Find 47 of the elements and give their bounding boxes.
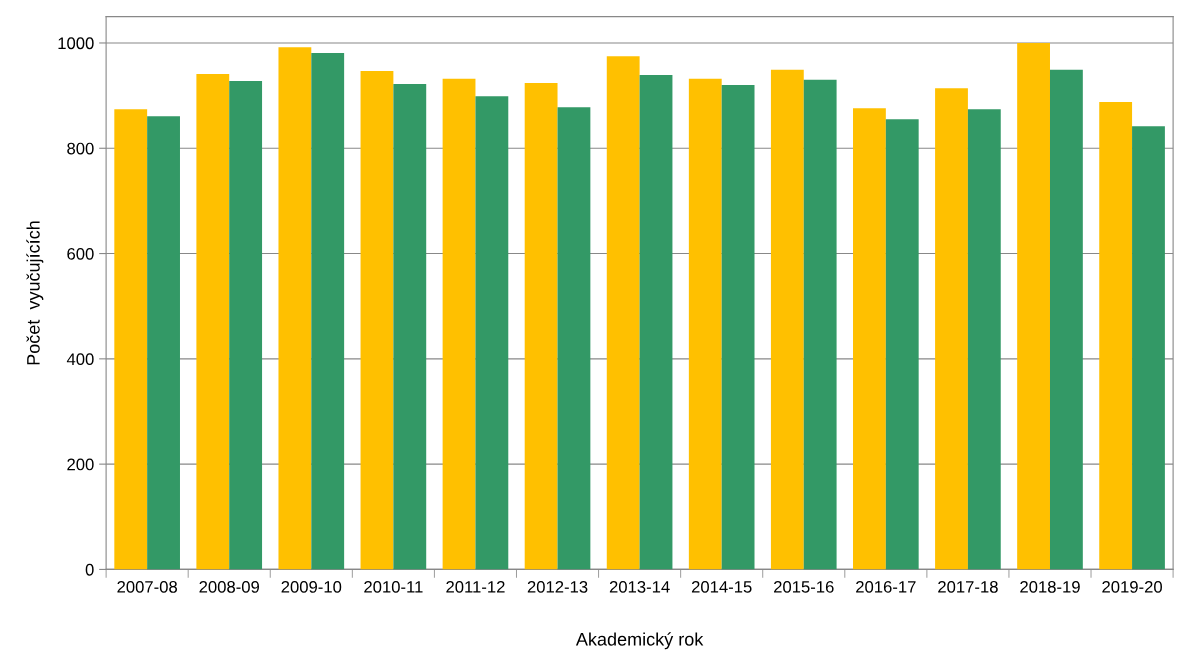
bar (147, 116, 180, 570)
bar (606, 56, 640, 570)
y-tick-label: 1000 (58, 37, 94, 50)
bar (557, 107, 591, 570)
bar (360, 70, 394, 570)
x-tick-label: 2018-19 (1020, 580, 1080, 593)
y-tick-label: 400 (66, 353, 94, 366)
x-tick-label: 2016-17 (856, 580, 916, 593)
bar (639, 75, 673, 570)
bar (229, 80, 263, 570)
x-tick-label: 2007-08 (117, 580, 178, 593)
x-tick-label: 2008-09 (199, 580, 260, 593)
bar (803, 79, 837, 570)
bar (524, 82, 558, 570)
bar (721, 85, 755, 570)
bar (1049, 69, 1083, 570)
x-tick-label: 2015-16 (774, 580, 834, 593)
bar (278, 47, 312, 570)
bar (196, 74, 230, 570)
bar (1017, 42, 1050, 570)
bar (311, 52, 345, 570)
bar (393, 84, 427, 570)
y-tick-label: 200 (67, 458, 94, 471)
bar (770, 69, 804, 570)
x-tick-label: 2014-15 (691, 580, 752, 593)
x-tick-label: 2012-13 (527, 580, 588, 593)
x-tick-label: 2010-11 (364, 580, 423, 593)
x-tick-label: 2009-10 (281, 580, 342, 593)
x-tick-label: 2011-12 (446, 580, 505, 593)
x-axis-title: Akademický rok (575, 632, 704, 650)
x-tick-label: 2017-18 (938, 580, 998, 593)
y-tick-label: 0 (85, 563, 94, 576)
bar (1132, 126, 1165, 570)
bar (442, 78, 476, 570)
y-tick-label: 800 (67, 142, 94, 155)
y-tick-label: 600 (67, 247, 94, 260)
bar (935, 88, 968, 570)
bar (114, 109, 148, 570)
bar (475, 96, 509, 570)
bar (967, 109, 1001, 570)
bar (688, 78, 722, 570)
bar (853, 108, 886, 570)
y-axis-title: Počet vyučujících (26, 221, 44, 365)
bar (1099, 101, 1133, 570)
bar (885, 119, 919, 570)
x-tick-label: 2013-14 (609, 580, 670, 593)
x-tick-label: 2019-20 (1102, 580, 1162, 593)
